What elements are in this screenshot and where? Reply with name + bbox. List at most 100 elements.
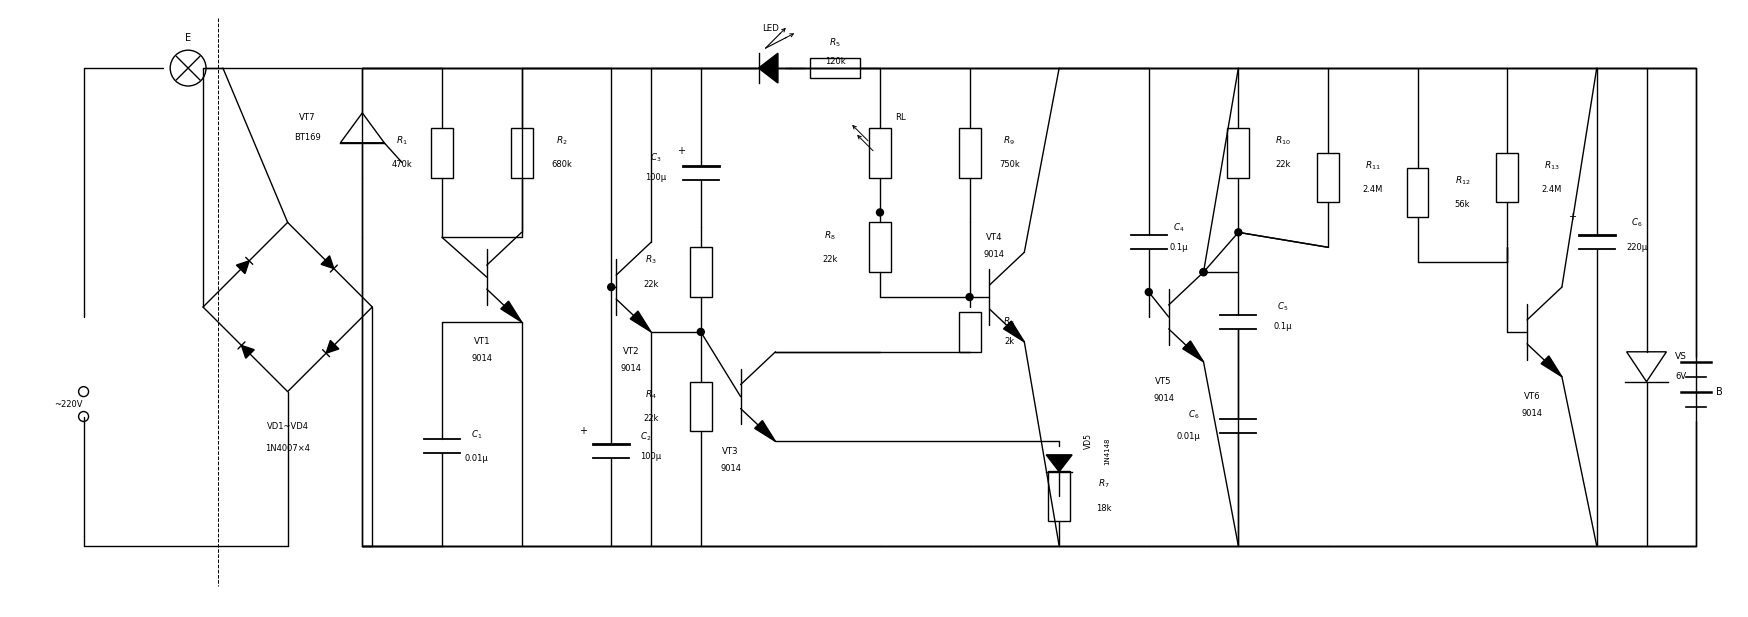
Bar bbox=[1316, 152, 1339, 202]
Text: $R_5$: $R_5$ bbox=[829, 37, 841, 49]
Text: ~220V: ~220V bbox=[54, 400, 82, 409]
Text: 22k: 22k bbox=[1274, 160, 1290, 169]
Circle shape bbox=[697, 328, 704, 336]
Text: 6V: 6V bbox=[1675, 372, 1687, 381]
Text: VD1~VD4: VD1~VD4 bbox=[266, 422, 308, 431]
Text: 22k: 22k bbox=[822, 255, 837, 263]
Text: $R_4$: $R_4$ bbox=[645, 388, 657, 401]
Circle shape bbox=[1199, 268, 1206, 276]
Bar bbox=[869, 128, 890, 178]
Polygon shape bbox=[241, 346, 253, 358]
Text: BT169: BT169 bbox=[294, 133, 320, 143]
Text: 9014: 9014 bbox=[470, 354, 491, 363]
Text: $C_6$: $C_6$ bbox=[1187, 408, 1199, 421]
Text: +: + bbox=[676, 146, 685, 155]
Text: $R_8$: $R_8$ bbox=[823, 229, 836, 242]
Text: $C_2$: $C_2$ bbox=[640, 430, 652, 442]
Circle shape bbox=[1199, 268, 1206, 276]
Text: $R_{11}$: $R_{11}$ bbox=[1363, 159, 1379, 172]
Text: LED: LED bbox=[762, 24, 778, 33]
Bar bbox=[869, 222, 890, 272]
Text: VT6: VT6 bbox=[1523, 392, 1540, 401]
Polygon shape bbox=[759, 53, 778, 83]
Text: VT3: VT3 bbox=[722, 447, 739, 456]
Text: +: + bbox=[579, 426, 587, 436]
Text: $C_3$: $C_3$ bbox=[650, 151, 661, 164]
Text: 100μ: 100μ bbox=[640, 452, 661, 461]
Text: VD5: VD5 bbox=[1084, 433, 1092, 449]
Text: 9014: 9014 bbox=[984, 250, 1005, 259]
Circle shape bbox=[1234, 229, 1241, 236]
Text: 22k: 22k bbox=[643, 280, 659, 289]
Text: $C_4$: $C_4$ bbox=[1173, 221, 1183, 234]
Bar bbox=[362, 68, 1696, 546]
Bar bbox=[809, 58, 860, 78]
Polygon shape bbox=[500, 301, 521, 322]
Text: $C_1$: $C_1$ bbox=[470, 428, 482, 441]
Text: $R_2$: $R_2$ bbox=[556, 135, 566, 147]
Polygon shape bbox=[325, 341, 339, 353]
Text: VS: VS bbox=[1675, 352, 1687, 362]
Text: 2.4M: 2.4M bbox=[1542, 185, 1561, 194]
Text: VT2: VT2 bbox=[622, 347, 640, 356]
Polygon shape bbox=[753, 421, 774, 441]
Text: 9014: 9014 bbox=[621, 364, 642, 373]
Text: $R_{13}$: $R_{13}$ bbox=[1543, 159, 1559, 172]
Text: B: B bbox=[1715, 387, 1722, 397]
Text: +: + bbox=[1566, 212, 1575, 222]
Text: $C_6$: $C_6$ bbox=[1629, 216, 1641, 229]
Text: VT5: VT5 bbox=[1155, 377, 1171, 386]
Circle shape bbox=[1145, 289, 1152, 296]
Text: $C_5$: $C_5$ bbox=[1276, 300, 1288, 313]
Text: 22k: 22k bbox=[643, 414, 659, 423]
Text: VT7: VT7 bbox=[299, 114, 316, 122]
Text: 220μ: 220μ bbox=[1626, 242, 1647, 252]
Text: 1N4148: 1N4148 bbox=[1103, 437, 1110, 465]
Text: 56k: 56k bbox=[1454, 200, 1470, 209]
Polygon shape bbox=[236, 261, 248, 273]
Text: VT1: VT1 bbox=[474, 337, 489, 346]
Bar bbox=[1047, 471, 1070, 521]
Bar bbox=[689, 247, 711, 297]
Text: 18k: 18k bbox=[1096, 503, 1112, 513]
Text: $R_9$: $R_9$ bbox=[1003, 135, 1016, 147]
Text: 680k: 680k bbox=[551, 160, 572, 169]
Text: RL: RL bbox=[895, 114, 905, 122]
Bar bbox=[1227, 128, 1248, 178]
Text: 1N4007×4: 1N4007×4 bbox=[266, 444, 309, 453]
Bar bbox=[958, 128, 981, 178]
Bar bbox=[510, 128, 531, 178]
Text: VT4: VT4 bbox=[986, 233, 1002, 242]
Text: 0.1μ: 0.1μ bbox=[1273, 323, 1292, 331]
Polygon shape bbox=[1540, 356, 1561, 377]
Text: 100μ: 100μ bbox=[645, 173, 666, 182]
Text: 0.01μ: 0.01μ bbox=[465, 454, 488, 463]
Polygon shape bbox=[629, 311, 650, 332]
Text: 0.01μ: 0.01μ bbox=[1176, 432, 1199, 441]
Text: 2k: 2k bbox=[1003, 337, 1014, 346]
Bar bbox=[689, 382, 711, 431]
Bar bbox=[430, 128, 453, 178]
Circle shape bbox=[607, 284, 614, 291]
Text: 750k: 750k bbox=[998, 160, 1019, 169]
Text: E: E bbox=[185, 33, 191, 43]
Text: $R_{12}$: $R_{12}$ bbox=[1454, 175, 1470, 187]
Bar bbox=[958, 312, 981, 352]
Text: 470k: 470k bbox=[392, 160, 413, 169]
Polygon shape bbox=[1182, 341, 1203, 362]
Bar bbox=[1495, 152, 1517, 202]
Text: 0.1μ: 0.1μ bbox=[1169, 242, 1187, 252]
Polygon shape bbox=[1045, 455, 1072, 471]
Bar bbox=[1405, 168, 1428, 217]
Text: $R_1$: $R_1$ bbox=[397, 135, 407, 147]
Text: $R_6$: $R_6$ bbox=[1003, 316, 1016, 328]
Text: 9014: 9014 bbox=[1152, 394, 1173, 403]
Text: $R_7$: $R_7$ bbox=[1098, 478, 1110, 491]
Text: $R_3$: $R_3$ bbox=[645, 254, 657, 267]
Text: $R_{10}$: $R_{10}$ bbox=[1274, 135, 1290, 147]
Text: 9014: 9014 bbox=[720, 464, 741, 473]
Polygon shape bbox=[322, 256, 334, 268]
Circle shape bbox=[876, 209, 883, 216]
Text: 2.4M: 2.4M bbox=[1362, 185, 1383, 194]
Text: 9014: 9014 bbox=[1521, 409, 1542, 418]
